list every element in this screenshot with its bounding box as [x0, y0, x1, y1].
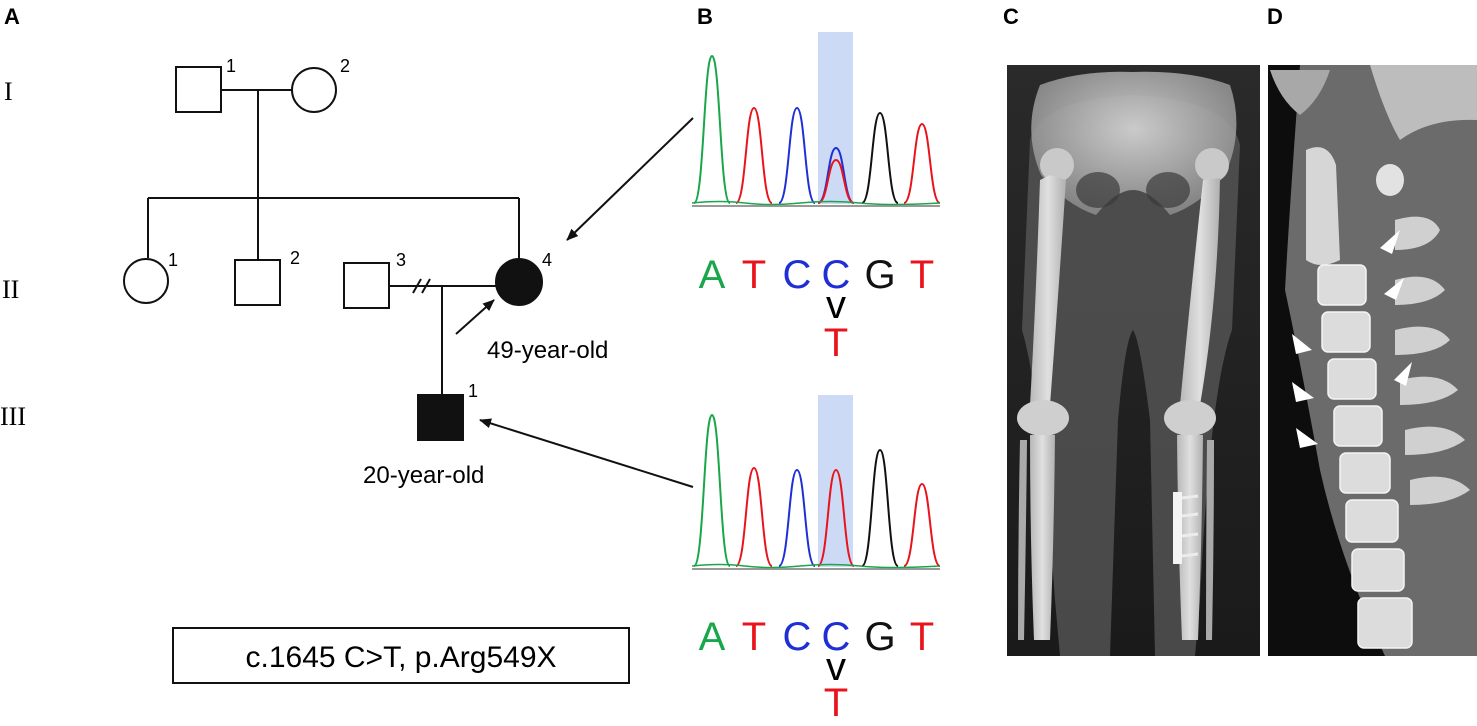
individual-iii1-affected-male [417, 394, 464, 441]
chromatogram-noise [691, 200, 941, 206]
individual-iii1-number: 1 [468, 381, 478, 401]
age-label-ii4: 49-year-old [487, 337, 608, 364]
chromatogram-peak [903, 122, 941, 204]
panel-d-ct: D [1267, 4, 1477, 656]
sequence-base: G [864, 253, 895, 297]
individual-ii2-number: 2 [290, 248, 300, 268]
chromatogram-noise [691, 563, 941, 569]
chromatogram-peak [861, 448, 899, 567]
generation-label-3: III [0, 402, 26, 431]
sequence-base: A [699, 253, 726, 297]
chromatogram-peak [693, 54, 731, 204]
variant-label: c.1645 C>T, p.Arg549X [245, 641, 556, 674]
individual-ii3-male [343, 262, 390, 309]
sequence-base: A [699, 615, 726, 659]
panel-c-xray: C [1003, 4, 1260, 656]
individual-ii1-number: 1 [168, 250, 178, 270]
sequence-base: C [822, 615, 851, 659]
arrow-to-ii4 [566, 117, 694, 241]
sequence-base: C [783, 253, 812, 297]
chromatogram-peak [735, 466, 773, 567]
chromatogram-peak [735, 106, 773, 204]
individual-i2-number: 2 [340, 56, 350, 76]
chromatogram-peak [693, 413, 731, 567]
mutation-marker-iii1: v [826, 645, 846, 689]
mutation-marker-ii4: v [826, 283, 846, 327]
sequence-base: T [910, 615, 934, 659]
chromatogram-peak [817, 468, 855, 567]
panel-label-a: A [4, 4, 20, 29]
mutant-base-ii4: T [824, 321, 848, 365]
panel-label-d: D [1267, 4, 1283, 29]
individual-ii4-number: 4 [542, 250, 552, 270]
individual-i2-female [291, 67, 337, 113]
age-label-iii1: 20-year-old [363, 462, 484, 489]
individual-ii2-male [234, 259, 281, 306]
lower-limb-xray-image [1007, 65, 1260, 656]
variant-box [172, 627, 630, 684]
chromatogram-peak [903, 482, 941, 567]
cervical-spine-ct-image [1268, 65, 1477, 656]
sequence-base: T [910, 253, 934, 297]
individual-i1-male [175, 66, 222, 113]
sequence-base: T [742, 253, 766, 297]
chromatogram-peak [778, 468, 816, 567]
arrow-to-iii1 [479, 418, 694, 488]
proband-arrow [455, 299, 495, 335]
sequence-base: G [864, 615, 895, 659]
panel-a-pedigree: A I II III 1 2 1 2 3 4 [0, 4, 694, 684]
individual-ii3-number: 3 [396, 250, 406, 270]
individual-i1-number: 1 [226, 56, 236, 76]
sequence-base: C [783, 615, 812, 659]
mutant-base-iii1: T [824, 681, 848, 721]
pedigree-lines [147, 89, 520, 395]
sequence-base: C [822, 253, 851, 297]
chromatogram-peak [861, 111, 899, 204]
chromatogram-peaks-iii1 [691, 413, 941, 569]
chromatogram-peak [778, 106, 816, 204]
panel-label-c: C [1003, 4, 1019, 29]
panel-label-b: B [697, 4, 713, 29]
sequence-base: T [742, 615, 766, 659]
chromatogram-peaks-ii4 [691, 54, 941, 206]
generation-label-1: I [4, 77, 13, 106]
chromatogram-peak [817, 158, 855, 204]
generation-label-2: II [2, 275, 19, 304]
individual-ii1-female [123, 258, 169, 304]
highlight-variant-ii4 [818, 32, 853, 204]
individual-ii4-affected-female [495, 258, 543, 306]
